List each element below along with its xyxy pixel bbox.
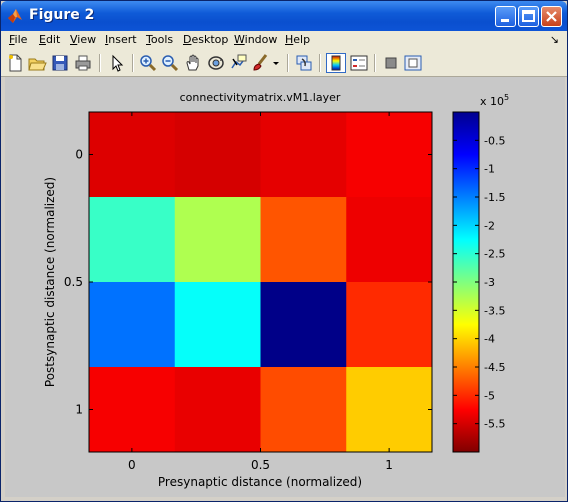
heatmap-chart[interactable]: connectivitymatrix.vM1.layer 0 0.5 1 00.51… bbox=[5, 77, 565, 497]
x-axis-label: Presynaptic distance (normalized) bbox=[158, 475, 362, 489]
colorbar-tick-label: -2.5 bbox=[484, 248, 505, 261]
figure-toolbar bbox=[1, 50, 567, 77]
heatmap-cell[interactable] bbox=[260, 197, 347, 283]
colorbar-tick-label: -0.5 bbox=[484, 134, 505, 147]
y-tick-label: 0.5 bbox=[64, 275, 83, 289]
x-tick-label: 1 bbox=[385, 458, 393, 472]
colorbar-tick-label: -4 bbox=[484, 333, 495, 346]
colorbar-tick-label: -3 bbox=[484, 276, 495, 289]
menu-edit[interactable]: Edit bbox=[39, 33, 61, 46]
toolbar-separator bbox=[374, 54, 376, 72]
y-axis-ticks: 00.51 bbox=[64, 148, 432, 417]
brush-icon[interactable] bbox=[251, 53, 271, 73]
colorbar-ticks: -0.5 -1 -1.5 -2 -2.5 -3 -3.5 -4 -4.5 -5 -5.5 bbox=[453, 134, 505, 431]
edit-plot-arrow-icon[interactable] bbox=[107, 53, 127, 73]
close-button[interactable] bbox=[541, 6, 562, 27]
heatmap-cell[interactable] bbox=[260, 282, 347, 368]
colorbar-tick-label: -5.5 bbox=[484, 418, 505, 431]
colorbar-tick-label: -1.5 bbox=[484, 191, 505, 204]
print-icon[interactable] bbox=[73, 53, 93, 73]
heatmap-cell[interactable] bbox=[89, 197, 176, 283]
menu-bar: File Edit View Insert Tools Desktop Wind… bbox=[1, 31, 567, 50]
brush-dropdown-icon[interactable] bbox=[271, 53, 281, 73]
toolbar-separator bbox=[99, 54, 101, 72]
matlab-logo-icon bbox=[8, 9, 22, 23]
minimize-button[interactable] bbox=[495, 6, 516, 27]
y-axis-label: Postsynaptic distance (normalized) bbox=[43, 177, 57, 387]
close-icon bbox=[546, 11, 557, 22]
x-axis-ticks: 0 0.5 1 bbox=[128, 112, 393, 472]
heatmap-cell[interactable] bbox=[89, 367, 176, 453]
menu-help[interactable]: Help bbox=[285, 33, 311, 46]
menu-tools[interactable]: Tools bbox=[146, 33, 174, 46]
heatmap-cell[interactable] bbox=[89, 282, 176, 368]
data-cursor-icon[interactable] bbox=[229, 53, 249, 73]
heatmap-cell[interactable] bbox=[174, 112, 261, 198]
menu-insert[interactable]: Insert bbox=[105, 33, 137, 46]
heatmap-cell[interactable] bbox=[346, 112, 433, 198]
minimize-icon bbox=[501, 19, 509, 22]
heatmap-cell[interactable] bbox=[174, 367, 261, 453]
maximize-icon bbox=[522, 10, 535, 22]
heatmap-cell[interactable] bbox=[174, 282, 261, 368]
colorbar-tick-label: -1 bbox=[484, 163, 495, 176]
heatmap-cell[interactable] bbox=[346, 367, 433, 453]
x-tick-label: 0 bbox=[128, 458, 136, 472]
show-plot-tools-icon[interactable] bbox=[403, 53, 423, 73]
menu-window[interactable]: Window bbox=[234, 33, 278, 46]
heatmap-cell[interactable] bbox=[89, 112, 176, 198]
save-icon[interactable] bbox=[50, 53, 70, 73]
title-bar[interactable]: Figure 2 bbox=[1, 1, 567, 31]
colorbar-icon bbox=[331, 55, 341, 71]
y-tick-label: 1 bbox=[75, 403, 83, 417]
colorbar-tick-label: -3.5 bbox=[484, 304, 505, 317]
link-plot-icon[interactable] bbox=[294, 53, 314, 73]
heatmap-cell[interactable] bbox=[260, 112, 347, 198]
colorbar-exponent: x 105 bbox=[480, 93, 509, 108]
rotate-3d-icon[interactable] bbox=[206, 53, 226, 73]
menu-file[interactable]: File bbox=[9, 33, 28, 46]
hide-plot-tools-icon[interactable] bbox=[381, 53, 401, 73]
heatmap-cells bbox=[89, 112, 433, 453]
legend-icon[interactable] bbox=[349, 53, 369, 73]
heatmap-cell[interactable] bbox=[174, 197, 261, 283]
colorbar-button[interactable] bbox=[326, 53, 346, 73]
heatmap-cell[interactable] bbox=[260, 367, 347, 453]
heatmap-cell[interactable] bbox=[346, 282, 433, 368]
figure-canvas: connectivitymatrix.vM1.layer 0 0.5 1 0 0.5 1… bbox=[5, 77, 565, 497]
heatmap-cell[interactable] bbox=[346, 197, 433, 283]
menu-desktop[interactable]: Desktop bbox=[183, 33, 229, 46]
x-tick-label: 0.5 bbox=[251, 458, 270, 472]
open-file-icon[interactable] bbox=[27, 53, 47, 73]
pan-hand-icon[interactable] bbox=[183, 53, 203, 73]
colorbar-tick-label: -4.5 bbox=[484, 361, 505, 374]
zoom-in-icon[interactable] bbox=[138, 53, 158, 73]
menu-overflow-icon[interactable]: ↘ bbox=[549, 33, 559, 46]
colorbar[interactable] bbox=[453, 112, 479, 452]
new-figure-icon[interactable] bbox=[5, 53, 25, 73]
colorbar-tick-label: -5 bbox=[484, 389, 495, 402]
chart-title: connectivitymatrix.vM1.layer bbox=[180, 91, 341, 104]
maximize-button[interactable] bbox=[518, 6, 539, 27]
toolbar-separator bbox=[319, 54, 321, 72]
colorbar-tick-label: -2 bbox=[484, 219, 495, 232]
toolbar-separator bbox=[287, 54, 289, 72]
y-tick-label: 0 bbox=[75, 148, 83, 162]
window-title: Figure 2 bbox=[29, 7, 95, 23]
toolbar-separator bbox=[132, 54, 134, 72]
zoom-out-icon[interactable] bbox=[160, 53, 180, 73]
menu-view[interactable]: View bbox=[70, 33, 97, 46]
